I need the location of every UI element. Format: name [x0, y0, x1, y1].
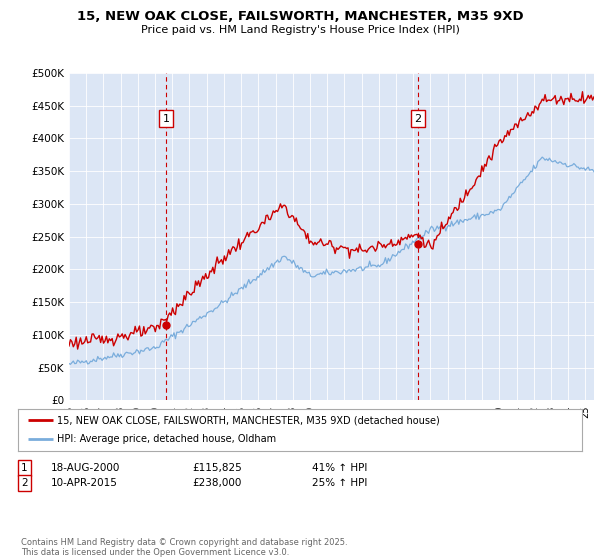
Text: 2: 2 — [21, 478, 28, 488]
Text: Contains HM Land Registry data © Crown copyright and database right 2025.
This d: Contains HM Land Registry data © Crown c… — [21, 538, 347, 557]
Text: £238,000: £238,000 — [192, 478, 241, 488]
Text: 1: 1 — [21, 463, 28, 473]
Text: 15, NEW OAK CLOSE, FAILSWORTH, MANCHESTER, M35 9XD: 15, NEW OAK CLOSE, FAILSWORTH, MANCHESTE… — [77, 10, 523, 23]
Text: 2: 2 — [415, 114, 421, 124]
Text: 41% ↑ HPI: 41% ↑ HPI — [312, 463, 367, 473]
Text: 10-APR-2015: 10-APR-2015 — [51, 478, 118, 488]
Text: Price paid vs. HM Land Registry's House Price Index (HPI): Price paid vs. HM Land Registry's House … — [140, 25, 460, 35]
Text: 18-AUG-2000: 18-AUG-2000 — [51, 463, 121, 473]
Text: HPI: Average price, detached house, Oldham: HPI: Average price, detached house, Oldh… — [58, 435, 277, 445]
Text: 25% ↑ HPI: 25% ↑ HPI — [312, 478, 367, 488]
Text: 1: 1 — [163, 114, 169, 124]
Text: 15, NEW OAK CLOSE, FAILSWORTH, MANCHESTER, M35 9XD (detached house): 15, NEW OAK CLOSE, FAILSWORTH, MANCHESTE… — [58, 415, 440, 425]
Text: £115,825: £115,825 — [192, 463, 242, 473]
